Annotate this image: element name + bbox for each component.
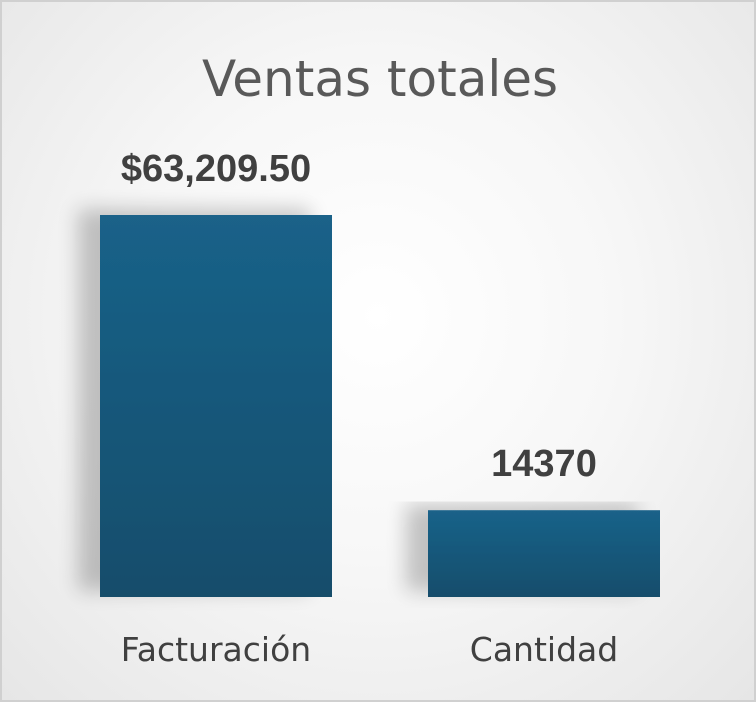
- category-label-0: Facturación: [121, 630, 311, 669]
- data-label-1: 14370: [491, 443, 597, 485]
- bars-layer: [100, 215, 660, 597]
- bar-1: [428, 510, 660, 597]
- category-label-1: Cantidad: [470, 630, 618, 669]
- data-labels-layer: $63,209.50 14370: [121, 148, 597, 485]
- bar-0: [100, 215, 332, 597]
- data-label-0: $63,209.50: [121, 148, 311, 190]
- chart-title: Ventas totales: [202, 50, 558, 108]
- category-labels-layer: Facturación Cantidad: [121, 630, 618, 669]
